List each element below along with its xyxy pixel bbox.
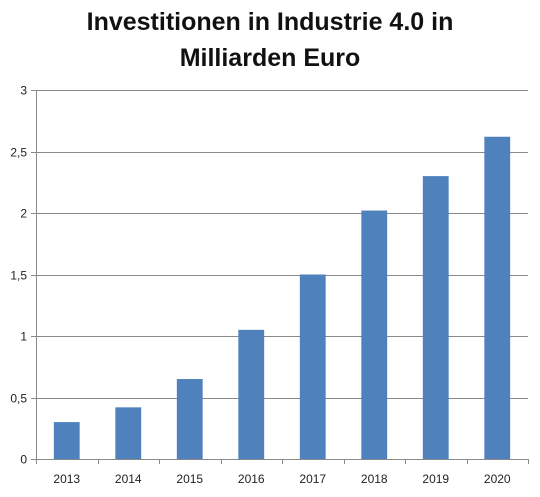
- y-tick-label-6: 3: [20, 84, 27, 98]
- y-tick-label-4: 2: [20, 207, 27, 221]
- gridlines: [36, 90, 528, 399]
- bar-2014: [115, 407, 142, 459]
- chart-title-line-2: Milliarden Euro: [179, 44, 361, 72]
- x-tick-label-2018: 2018: [361, 472, 388, 486]
- bar-2015: [176, 379, 203, 459]
- x-tick-label-2015: 2015: [176, 472, 203, 486]
- x-tick-labels: 2013 2014 2015 2016 2017 2018 2019 2020: [53, 472, 511, 486]
- x-tick-label-2020: 2020: [484, 472, 511, 486]
- x-tick-label-2017: 2017: [299, 472, 326, 486]
- chart-title-line-1: Investitionen in Industrie 4.0 in: [86, 8, 454, 36]
- y-tick-label-0: 0: [20, 453, 27, 467]
- y-tick-label-5: 2,5: [10, 146, 27, 160]
- bar-2017: [299, 274, 326, 459]
- axes: [31, 90, 529, 464]
- bar-2013: [53, 422, 80, 459]
- y-tick-label-3: 1,5: [10, 269, 27, 283]
- chart-title: Investitionen in Industrie 4.0 in Millia…: [0, 4, 540, 76]
- x-tick-label-2014: 2014: [115, 472, 142, 486]
- bar-2019: [422, 176, 449, 459]
- bar-2020: [484, 136, 511, 460]
- x-tick-label-2016: 2016: [238, 472, 265, 486]
- x-tick-label-2019: 2019: [422, 472, 449, 486]
- bar-2016: [238, 329, 265, 459]
- y-tick-label-2: 1: [20, 330, 27, 344]
- x-tick-label-2013: 2013: [53, 472, 80, 486]
- bars: [53, 136, 511, 460]
- y-tick-label-1: 0,5: [10, 392, 27, 406]
- bar-2018: [361, 210, 388, 459]
- y-tick-labels: 0 0,5 1 1,5 2 2,5 3: [10, 84, 27, 467]
